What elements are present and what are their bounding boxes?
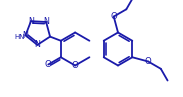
Text: N: N	[34, 40, 40, 49]
Text: N: N	[43, 17, 49, 26]
Text: O: O	[145, 57, 152, 66]
Text: O: O	[45, 60, 52, 69]
Text: O: O	[110, 12, 117, 21]
Text: HN: HN	[14, 34, 25, 40]
Text: N: N	[28, 17, 34, 26]
Text: N: N	[23, 31, 29, 40]
Text: O: O	[72, 61, 79, 70]
